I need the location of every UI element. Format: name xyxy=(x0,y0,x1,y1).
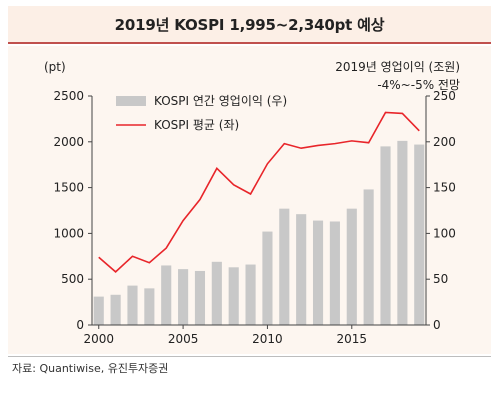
bar-2011 xyxy=(279,208,290,325)
chart-title: 2019년 KOSPI 1,995~2,340pt 예상 xyxy=(114,15,385,34)
left-tick-label: 500 xyxy=(61,272,84,286)
x-tick-label: 2015 xyxy=(337,332,368,346)
bar-2016 xyxy=(363,189,374,325)
chart-area: 0 500 1000 1500 2000 2500 0 50 100 150 200 250 2000 2… xyxy=(8,46,491,354)
right-tick-label: 0 xyxy=(433,318,441,332)
bar-2007 xyxy=(211,261,222,325)
bar-2019 xyxy=(414,144,425,325)
right-axis-note-2: -4%~-5% 전망 xyxy=(377,78,460,92)
right-tick-label: 200 xyxy=(433,135,456,149)
left-tick-label: 2500 xyxy=(53,89,84,103)
source-note: 자료: Quantiwise, 유진투자증권 xyxy=(12,362,169,375)
legend-bar-label: KOSPI 연간 영업이익 (우) xyxy=(154,94,287,108)
bar-2012 xyxy=(296,214,307,325)
x-tick-label: 2010 xyxy=(252,332,283,346)
legend-bar-swatch xyxy=(116,96,146,106)
bar-2017 xyxy=(380,146,391,325)
bar-2005 xyxy=(178,269,189,325)
bar-2008 xyxy=(228,267,239,325)
left-tick-label: 1500 xyxy=(53,181,84,195)
bar-2013 xyxy=(312,220,324,325)
source-divider xyxy=(8,356,491,357)
right-tick-label: 250 xyxy=(433,89,456,103)
legend-line-label: KOSPI 평균 (좌) xyxy=(154,118,239,132)
bar-2009 xyxy=(245,264,256,325)
title-bar: 2019년 KOSPI 1,995~2,340pt 예상 xyxy=(8,6,491,44)
left-tick-label: 0 xyxy=(76,318,84,332)
bar-2018 xyxy=(397,140,408,325)
x-tick-label: 2005 xyxy=(168,332,199,346)
bar-2003 xyxy=(144,288,155,325)
x-tick-label: 2000 xyxy=(83,332,114,346)
left-axis-unit: (pt) xyxy=(44,60,66,74)
right-tick-label: 150 xyxy=(433,181,456,195)
bar-2001 xyxy=(110,294,121,325)
kospi-average-line xyxy=(98,111,420,273)
chart-svg: 0 500 1000 1500 2000 2500 0 50 100 150 200 250 2000 2… xyxy=(44,60,460,346)
left-tick-label: 2000 xyxy=(53,135,84,149)
right-tick-label: 50 xyxy=(433,272,448,286)
bar-2010 xyxy=(262,231,273,325)
left-tick-label: 1000 xyxy=(53,226,84,240)
right-axis-note-1: 2019년 영업이익 (조원) xyxy=(335,60,460,74)
bar-2014 xyxy=(329,221,340,325)
bar-2000 xyxy=(93,296,104,325)
bar-2006 xyxy=(194,270,206,325)
bar-2004 xyxy=(161,265,172,325)
right-tick-label: 100 xyxy=(433,226,456,240)
bar-2002 xyxy=(127,285,138,325)
bar-2015 xyxy=(346,208,357,325)
